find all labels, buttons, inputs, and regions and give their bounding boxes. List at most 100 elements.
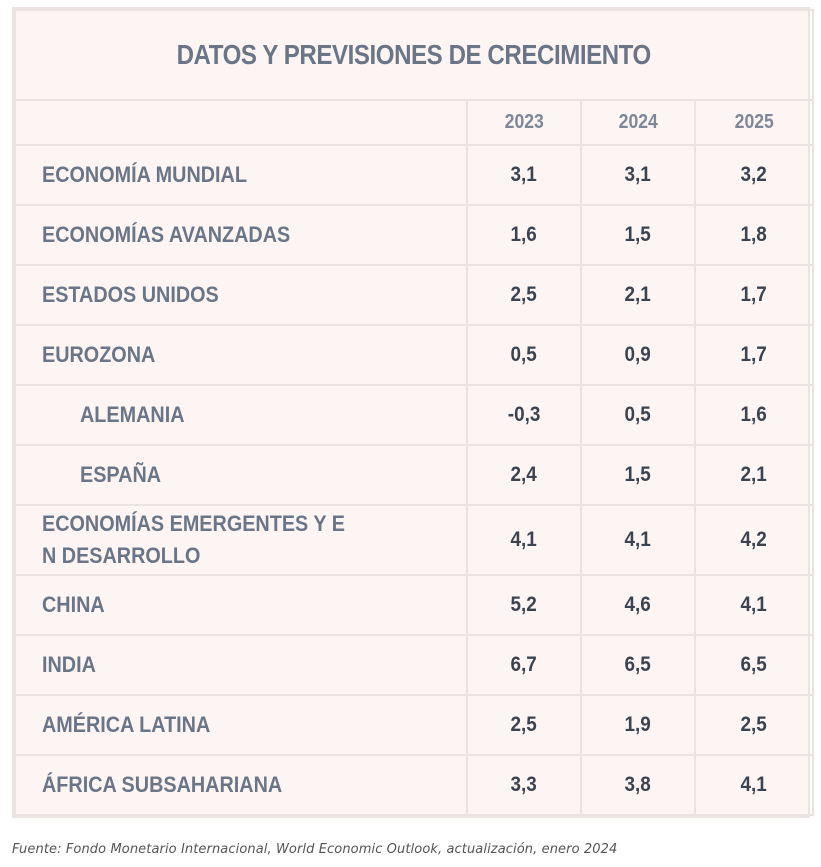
value-text: 1,6 (510, 223, 538, 246)
growth-table: DATOS Y PREVISIONES DE CRECIMIENTO 2023 … (12, 7, 815, 818)
value-cell: 1,5 (580, 204, 696, 266)
value-cell: 3,1 (580, 144, 696, 206)
value-text: 1,5 (624, 463, 652, 486)
value-cell: 3,1 (466, 144, 582, 206)
value-cell: 6,5 (580, 634, 696, 696)
growth-data-table: DATOS Y PREVISIONES DE CRECIMIENTO 2023 … (13, 9, 815, 816)
header-empty-cell (14, 99, 468, 146)
value-text: 2,4 (510, 463, 538, 486)
table-row: ECONOMÍAS EMERGENTES Y E N DESARROLLO 4,1… (14, 504, 815, 576)
value-text: 6,7 (510, 653, 538, 676)
value-text: 4,2 (740, 528, 768, 551)
value-cell: 1,7 (693, 324, 815, 386)
value-text: 2,5 (740, 713, 768, 736)
column-header-text: 2024 (618, 111, 658, 133)
column-header-2024: 2024 (580, 99, 696, 146)
value-text: 2,1 (624, 283, 652, 306)
value-text: 1,9 (624, 713, 652, 736)
value-cell: 4,1 (693, 574, 815, 636)
value-text: -0,3 (507, 403, 541, 426)
row-label: ESPAÑA (80, 462, 162, 487)
table-row: CHINA 5,2 4,6 4,1 (14, 574, 815, 636)
value-cell: 1,7 (693, 264, 815, 326)
table-row: ÁFRICA SUBSAHARIANA 3,3 3,8 4,1 (14, 754, 815, 816)
row-label: AMÉRICA LATINA (42, 712, 211, 737)
value-text: 0,5 (510, 343, 538, 366)
column-header-text: 2025 (734, 111, 774, 133)
row-label-cell: CHINA (14, 574, 468, 636)
row-label-cell: AMÉRICA LATINA (14, 694, 468, 756)
table-row: ALEMANIA -0,3 0,5 1,6 (14, 384, 815, 446)
row-label: ALEMANIA (80, 402, 185, 427)
table-row: ESTADOS UNIDOS 2,5 2,1 1,7 (14, 264, 815, 326)
value-cell: -0,3 (466, 384, 582, 446)
value-text: 3,3 (510, 773, 538, 796)
value-text: 6,5 (624, 653, 652, 676)
value-cell: 0,5 (580, 384, 696, 446)
source-note: Fuente: Fondo Monetario Internacional, W… (12, 842, 618, 857)
value-cell: 6,5 (693, 634, 815, 696)
row-label: ECONOMÍAS EMERGENTES Y E N DESARROLLO (42, 511, 345, 568)
value-cell: 1,8 (693, 204, 815, 266)
value-text: 1,8 (740, 223, 768, 246)
value-text: 3,2 (740, 163, 768, 186)
value-text: 1,6 (740, 403, 768, 426)
value-text: 2,5 (510, 713, 538, 736)
value-text: 3,1 (624, 163, 652, 186)
table-title: DATOS Y PREVISIONES DE CRECIMIENTO (13, 9, 815, 101)
value-cell: 2,5 (693, 694, 815, 756)
value-text: 4,1 (624, 528, 652, 551)
value-text: 3,8 (624, 773, 652, 796)
row-label: CHINA (42, 592, 105, 617)
value-cell: 1,6 (466, 204, 582, 266)
value-cell: 1,9 (580, 694, 696, 756)
table-title-text: DATOS Y PREVISIONES DE CRECIMIENTO (176, 39, 652, 70)
row-label-cell: ÁFRICA SUBSAHARIANA (14, 754, 468, 816)
value-text: 1,5 (624, 223, 652, 246)
row-label-cell: ECONOMÍAS AVANZADAS (14, 204, 468, 266)
header-row: 2023 2024 2025 (14, 99, 815, 146)
value-cell: 5,2 (466, 574, 582, 636)
value-text: 4,1 (740, 593, 768, 616)
column-header-2025: 2025 (693, 99, 815, 146)
table-body: ECONOMÍA MUNDIAL 3,1 3,1 3,2 ECONOMÍAS AVANZ… (14, 144, 815, 816)
row-label: ESTADOS UNIDOS (42, 282, 219, 307)
value-text: 4,1 (510, 528, 538, 551)
row-label-cell: INDIA (14, 634, 468, 696)
value-cell: 0,9 (580, 324, 696, 386)
value-text: 0,5 (624, 403, 652, 426)
table-row: AMÉRICA LATINA 2,5 1,9 2,5 (14, 694, 815, 756)
table-row: INDIA 6,7 6,5 6,5 (14, 634, 815, 696)
row-label-cell: ECONOMÍA MUNDIAL (14, 144, 468, 206)
value-cell: 2,4 (466, 444, 582, 506)
title-row: DATOS Y PREVISIONES DE CRECIMIENTO (13, 9, 815, 101)
value-text: 5,2 (510, 593, 538, 616)
value-cell: 2,5 (466, 264, 582, 326)
value-text: 2,1 (740, 463, 768, 486)
value-cell: 4,6 (580, 574, 696, 636)
value-text: 3,1 (510, 163, 538, 186)
value-text: 0,9 (624, 343, 652, 366)
column-header-2023: 2023 (466, 99, 582, 146)
row-label-cell: EUROZONA (14, 324, 468, 386)
column-header-text: 2023 (504, 111, 544, 133)
row-label: EUROZONA (42, 342, 156, 367)
value-cell: 4,1 (466, 504, 582, 576)
row-label: ECONOMÍA MUNDIAL (42, 162, 247, 187)
row-label-cell: ECONOMÍAS EMERGENTES Y E N DESARROLLO (14, 504, 468, 576)
value-text: 4,1 (740, 773, 768, 796)
value-text: 1,7 (740, 343, 768, 366)
value-cell: 4,2 (693, 504, 815, 576)
value-text: 1,7 (740, 283, 768, 306)
value-cell: 6,7 (466, 634, 582, 696)
value-cell: 2,5 (466, 694, 582, 756)
table-row: ECONOMÍA MUNDIAL 3,1 3,1 3,2 (14, 144, 815, 206)
table-row: EUROZONA 0,5 0,9 1,7 (14, 324, 815, 386)
row-label-cell: ESTADOS UNIDOS (14, 264, 468, 326)
value-cell: 1,6 (693, 384, 815, 446)
row-label-cell: ESPAÑA (14, 444, 468, 506)
value-cell: 2,1 (580, 264, 696, 326)
row-label-cell: ALEMANIA (14, 384, 468, 446)
value-text: 2,5 (510, 283, 538, 306)
value-cell: 0,5 (466, 324, 582, 386)
